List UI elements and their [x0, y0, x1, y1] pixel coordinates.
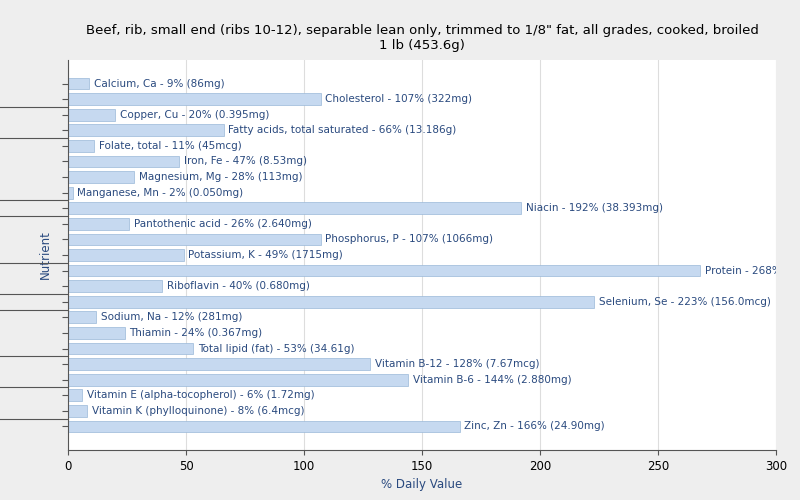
Bar: [68, 249, 184, 261]
Text: Pantothenic acid - 26% (2.640mg): Pantothenic acid - 26% (2.640mg): [134, 219, 312, 229]
Bar: [68, 420, 460, 432]
Bar: [68, 109, 115, 120]
Text: Protein - 268% (134.17g): Protein - 268% (134.17g): [706, 266, 800, 276]
Text: Riboflavin - 40% (0.680mg): Riboflavin - 40% (0.680mg): [167, 281, 310, 291]
Text: Vitamin B-6 - 144% (2.880mg): Vitamin B-6 - 144% (2.880mg): [413, 374, 571, 384]
Bar: [68, 140, 94, 152]
Text: Magnesium, Mg - 28% (113mg): Magnesium, Mg - 28% (113mg): [139, 172, 302, 182]
Bar: [68, 187, 73, 198]
Text: Vitamin B-12 - 128% (7.67mcg): Vitamin B-12 - 128% (7.67mcg): [375, 359, 539, 369]
Bar: [68, 405, 87, 416]
Bar: [68, 234, 321, 245]
Text: Cholesterol - 107% (322mg): Cholesterol - 107% (322mg): [326, 94, 472, 104]
Bar: [68, 202, 521, 214]
Text: Copper, Cu - 20% (0.395mg): Copper, Cu - 20% (0.395mg): [120, 110, 270, 120]
Bar: [68, 312, 96, 323]
Bar: [68, 264, 701, 276]
Text: Manganese, Mn - 2% (0.050mg): Manganese, Mn - 2% (0.050mg): [78, 188, 243, 198]
Bar: [68, 124, 224, 136]
Bar: [68, 390, 82, 401]
Text: Folate, total - 11% (45mcg): Folate, total - 11% (45mcg): [98, 141, 242, 151]
Title: Beef, rib, small end (ribs 10-12), separable lean only, trimmed to 1/8" fat, all: Beef, rib, small end (ribs 10-12), separ…: [86, 24, 758, 52]
X-axis label: % Daily Value: % Daily Value: [382, 478, 462, 492]
Text: Calcium, Ca - 9% (86mg): Calcium, Ca - 9% (86mg): [94, 78, 225, 88]
Text: Niacin - 192% (38.393mg): Niacin - 192% (38.393mg): [526, 203, 663, 213]
Text: Potassium, K - 49% (1715mg): Potassium, K - 49% (1715mg): [188, 250, 343, 260]
Text: Vitamin E (alpha-tocopherol) - 6% (1.72mg): Vitamin E (alpha-tocopherol) - 6% (1.72m…: [87, 390, 314, 400]
Text: Fatty acids, total saturated - 66% (13.186g): Fatty acids, total saturated - 66% (13.1…: [229, 126, 457, 136]
Bar: [68, 171, 134, 183]
Text: Total lipid (fat) - 53% (34.61g): Total lipid (fat) - 53% (34.61g): [198, 344, 354, 353]
Bar: [68, 280, 162, 292]
Bar: [68, 342, 193, 354]
Text: Thiamin - 24% (0.367mg): Thiamin - 24% (0.367mg): [130, 328, 262, 338]
Text: Selenium, Se - 223% (156.0mcg): Selenium, Se - 223% (156.0mcg): [599, 297, 771, 307]
Bar: [68, 218, 130, 230]
Bar: [68, 78, 90, 90]
Text: Sodium, Na - 12% (281mg): Sodium, Na - 12% (281mg): [101, 312, 242, 322]
Bar: [68, 327, 125, 339]
Text: Vitamin K (phylloquinone) - 8% (6.4mcg): Vitamin K (phylloquinone) - 8% (6.4mcg): [91, 406, 304, 416]
Bar: [68, 358, 370, 370]
Text: Phosphorus, P - 107% (1066mg): Phosphorus, P - 107% (1066mg): [326, 234, 494, 244]
Bar: [68, 374, 408, 386]
Bar: [68, 94, 321, 105]
Y-axis label: Nutrient: Nutrient: [39, 230, 52, 280]
Bar: [68, 296, 594, 308]
Text: Zinc, Zn - 166% (24.90mg): Zinc, Zn - 166% (24.90mg): [465, 422, 605, 432]
Bar: [68, 156, 179, 168]
Text: Iron, Fe - 47% (8.53mg): Iron, Fe - 47% (8.53mg): [184, 156, 306, 166]
